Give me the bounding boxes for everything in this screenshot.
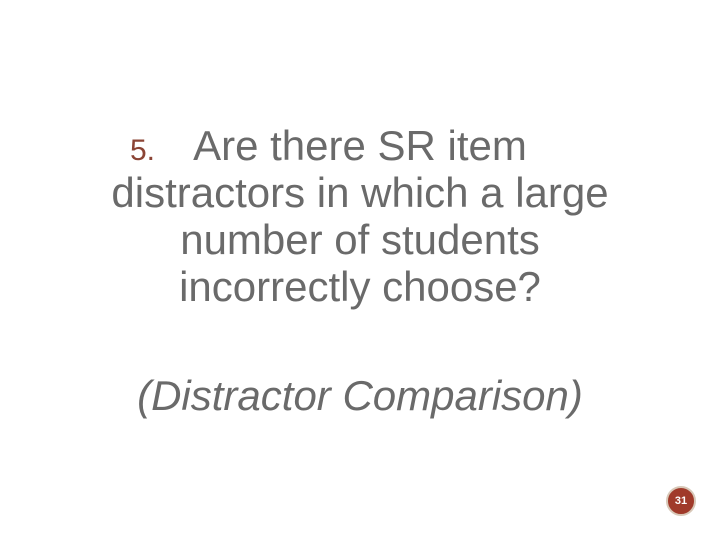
page-number-badge: 31 bbox=[666, 486, 696, 516]
question-block: Are there SR item distractors in which a… bbox=[95, 122, 625, 310]
page-number-text: 31 bbox=[675, 495, 687, 507]
question-text: Are there SR item distractors in which a… bbox=[95, 122, 625, 310]
subtitle-text: (Distractor Comparison) bbox=[95, 372, 625, 420]
slide-container: 5. Are there SR item distractors in whic… bbox=[0, 0, 720, 540]
